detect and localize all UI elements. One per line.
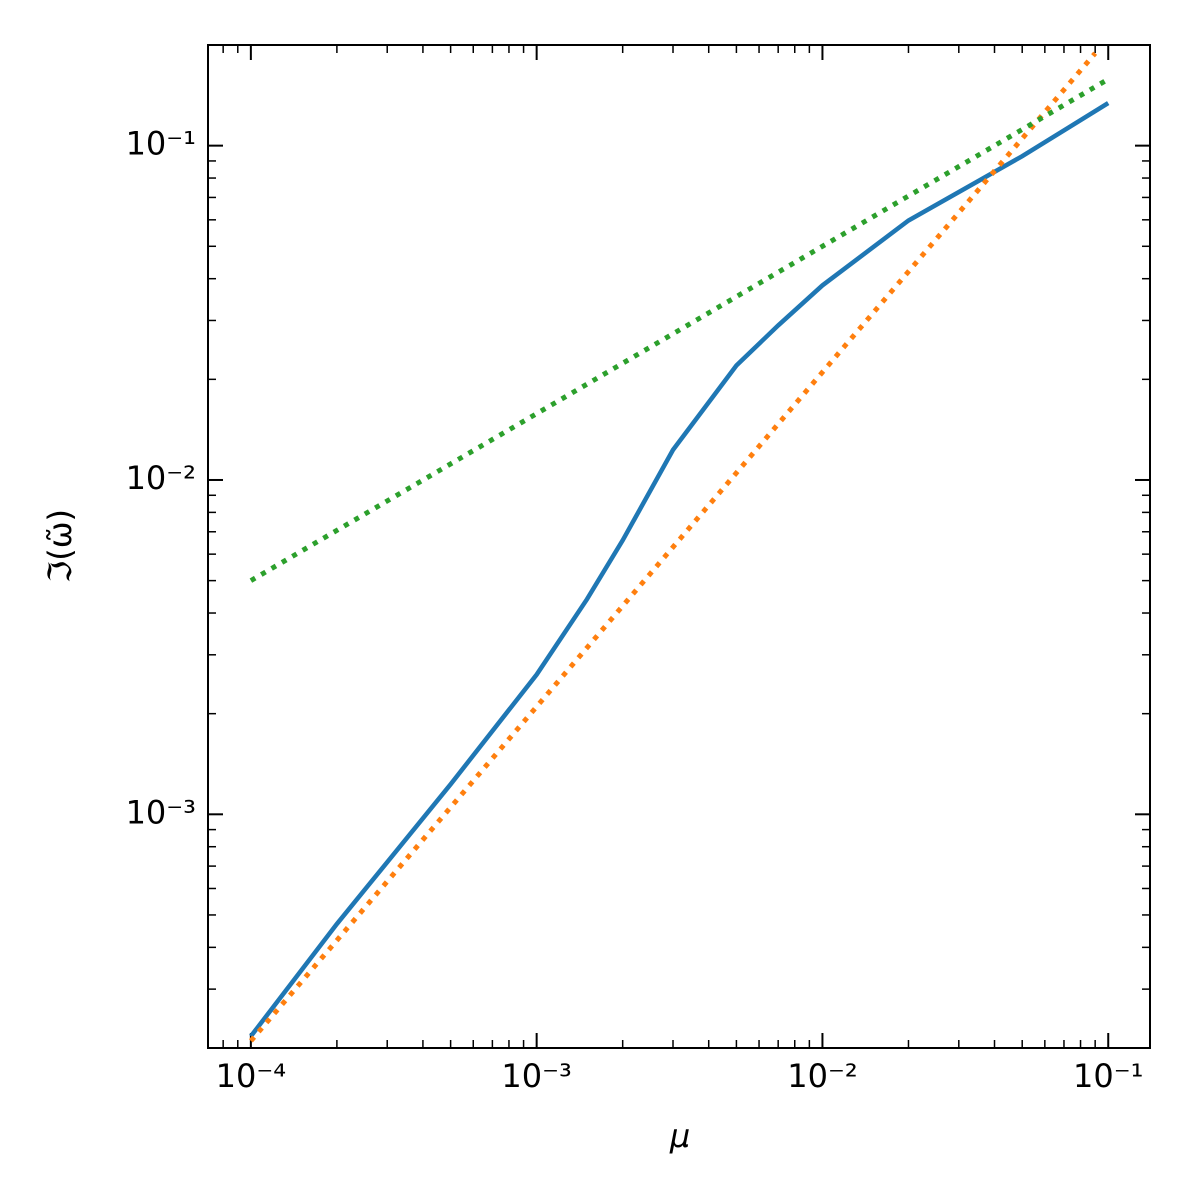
y-tick-label: 10⁻² (126, 459, 196, 497)
x-tick-label: 10⁻⁴ (216, 1057, 286, 1095)
y-axis-label: ℑ(ω̃) (41, 509, 79, 583)
series-line (249, 101, 1110, 1038)
x-tick-label: 10⁻² (787, 1057, 857, 1095)
y-tick-label: 10⁻³ (126, 793, 196, 831)
x-tick-label: 10⁻¹ (1073, 1057, 1143, 1095)
y-tick-label: 10⁻¹ (126, 125, 196, 163)
series-line (249, 77, 1110, 583)
x-axis-label: μ (669, 1117, 690, 1155)
series-line (248, 51, 1098, 1043)
plot-frame (207, 44, 1151, 1049)
x-tick-label: 10⁻³ (501, 1057, 571, 1095)
